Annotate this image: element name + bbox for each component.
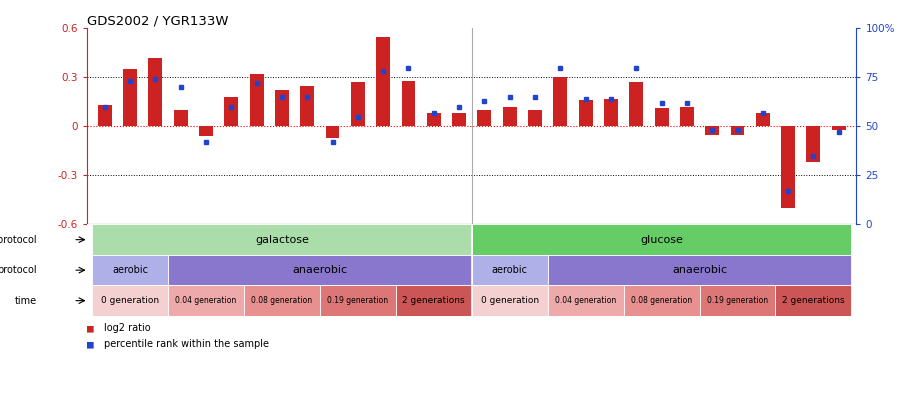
Bar: [325, 126, 340, 138]
Bar: [300, 85, 314, 126]
Bar: [351, 82, 365, 126]
Bar: [680, 107, 693, 126]
Bar: [199, 126, 213, 136]
Bar: [244, 286, 320, 316]
Bar: [93, 255, 168, 286]
Text: growth protocol: growth protocol: [0, 234, 37, 245]
Bar: [776, 286, 851, 316]
Bar: [806, 126, 821, 162]
Bar: [705, 126, 719, 134]
Text: 0.08 generation: 0.08 generation: [631, 296, 692, 305]
Bar: [472, 224, 851, 255]
Bar: [756, 113, 769, 126]
Bar: [781, 126, 795, 208]
Text: ■: ■: [87, 339, 101, 349]
Bar: [224, 97, 238, 126]
Bar: [553, 77, 567, 126]
Text: 0.04 generation: 0.04 generation: [175, 296, 236, 305]
Text: 2 generations: 2 generations: [782, 296, 845, 305]
Text: percentile rank within the sample: percentile rank within the sample: [104, 339, 268, 349]
Bar: [93, 224, 472, 255]
Text: anaerobic: anaerobic: [672, 265, 727, 275]
Text: 0.08 generation: 0.08 generation: [251, 296, 312, 305]
Bar: [93, 286, 168, 316]
Text: glucose: glucose: [640, 234, 683, 245]
Bar: [123, 69, 137, 126]
Text: 0.04 generation: 0.04 generation: [555, 296, 616, 305]
Bar: [629, 82, 643, 126]
Text: galactose: galactose: [255, 234, 309, 245]
Bar: [275, 90, 289, 126]
Bar: [731, 126, 745, 134]
Bar: [168, 286, 244, 316]
Bar: [320, 286, 396, 316]
Text: 0.19 generation: 0.19 generation: [327, 296, 388, 305]
Text: aerobic: aerobic: [492, 265, 528, 275]
Bar: [472, 286, 548, 316]
Bar: [548, 255, 851, 286]
Text: anaerobic: anaerobic: [292, 265, 347, 275]
Bar: [427, 113, 441, 126]
Text: ■: ■: [87, 323, 101, 333]
Bar: [250, 74, 264, 126]
Text: log2 ratio: log2 ratio: [104, 323, 150, 333]
Bar: [472, 255, 548, 286]
Text: 0.19 generation: 0.19 generation: [707, 296, 768, 305]
Bar: [148, 58, 162, 126]
Bar: [528, 110, 542, 126]
Text: time: time: [15, 296, 37, 306]
Bar: [477, 110, 491, 126]
Bar: [98, 105, 112, 126]
Text: aerobic: aerobic: [112, 265, 148, 275]
Text: 0 generation: 0 generation: [101, 296, 159, 305]
Bar: [174, 110, 188, 126]
Bar: [168, 255, 472, 286]
Text: GDS2002 / YGR133W: GDS2002 / YGR133W: [87, 14, 228, 27]
Bar: [700, 286, 776, 316]
Bar: [401, 81, 416, 126]
Bar: [655, 109, 669, 126]
Bar: [548, 286, 624, 316]
Bar: [579, 100, 593, 126]
Bar: [624, 286, 700, 316]
Bar: [396, 286, 472, 316]
Bar: [503, 107, 517, 126]
Text: 0 generation: 0 generation: [481, 296, 539, 305]
Bar: [376, 36, 390, 126]
Bar: [453, 113, 466, 126]
Bar: [604, 98, 618, 126]
Text: 2 generations: 2 generations: [402, 296, 465, 305]
Text: protocol: protocol: [0, 265, 37, 275]
Bar: [832, 126, 845, 130]
